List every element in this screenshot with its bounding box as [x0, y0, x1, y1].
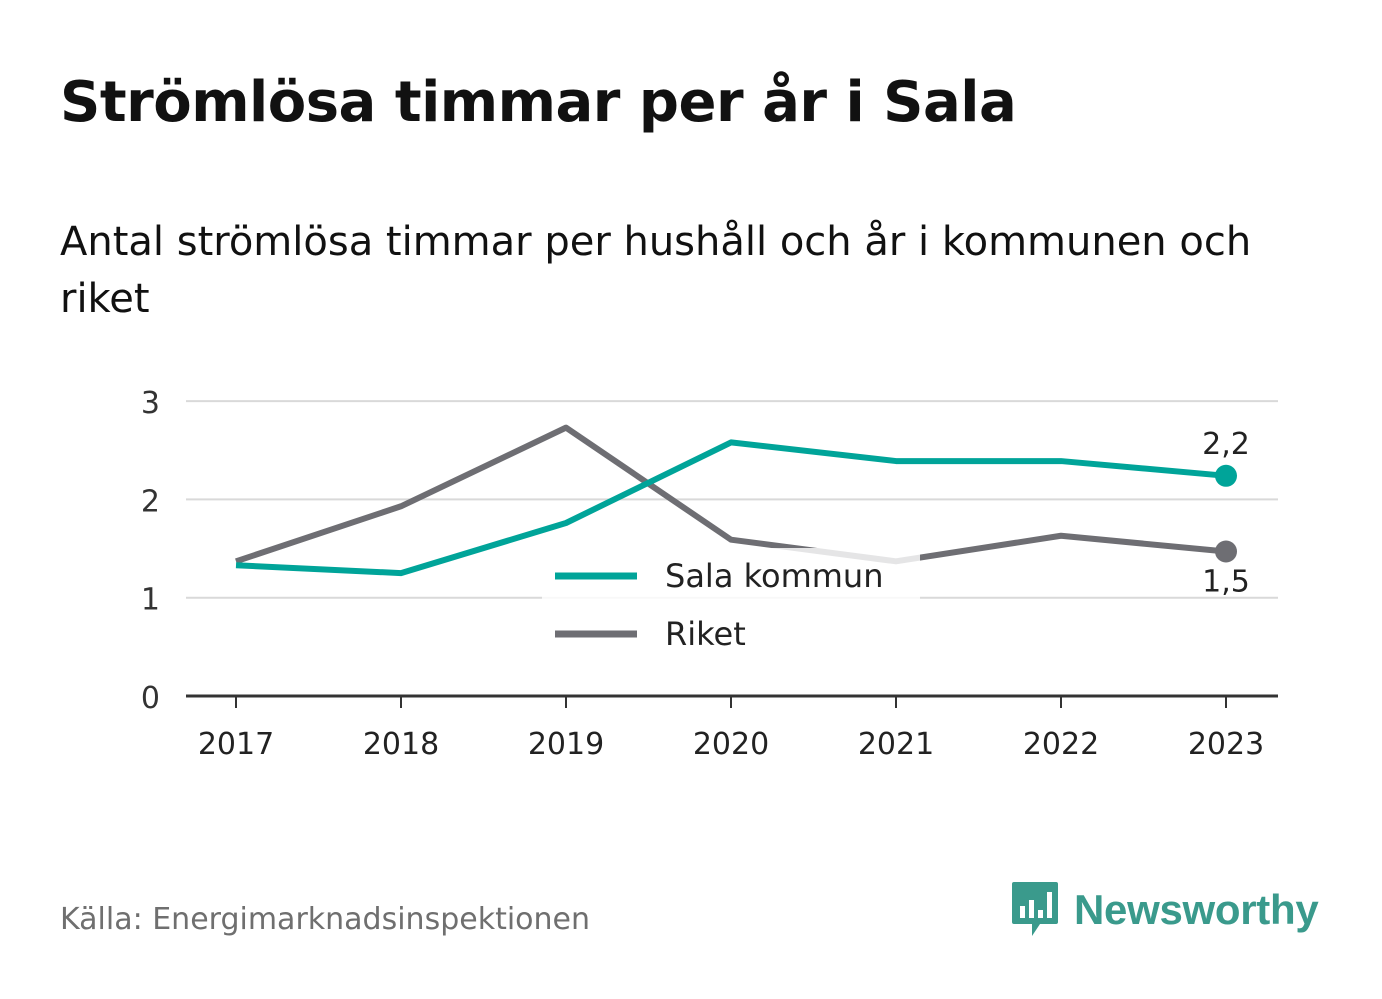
legend-label-riket: Riket — [665, 615, 746, 653]
legend: Sala kommun Riket — [542, 548, 920, 662]
y-tick-label: 3 — [141, 386, 160, 421]
x-tick-label: 2021 — [858, 727, 934, 762]
end-label-riket: 1,5 — [1202, 564, 1250, 599]
brand-logo[interactable]: Newsworthy — [1010, 880, 1319, 940]
x-tick-label: 2019 — [528, 727, 604, 762]
x-tick-label: 2020 — [693, 727, 769, 762]
brand-name: Newsworthy — [1074, 886, 1319, 933]
y-tick-label: 1 — [141, 583, 160, 618]
x-tick-label: 2018 — [363, 727, 439, 762]
source-note: Källa: Energimarknadsinspektionen — [60, 902, 591, 937]
y-tick-label: 2 — [141, 484, 160, 519]
end-labels: 2,2 1,5 — [1202, 427, 1250, 600]
legend-background — [542, 548, 920, 662]
chart-title: Strömlösa timmar per år i Sala — [60, 70, 1017, 135]
chart-subtitle: Antal strömlösa timmar per hushåll och å… — [60, 219, 1252, 322]
x-tick-label: 2022 — [1023, 727, 1099, 762]
y-tick-label: 0 — [141, 681, 160, 716]
end-label-sala-kommun: 2,2 — [1202, 427, 1250, 462]
newsworthy-logo-icon — [1012, 882, 1058, 936]
legend-label-sala-kommun: Sala kommun — [665, 557, 883, 595]
x-tick-label: 2017 — [198, 727, 274, 762]
series-line-sala-kommun — [235, 439, 1227, 577]
end-point-riket — [1215, 540, 1237, 563]
end-point-sala-kommun — [1215, 464, 1237, 487]
x-tick-label: 2023 — [1188, 727, 1264, 762]
series-lines — [235, 424, 1237, 577]
x-axis-ticks: 2017 2018 2019 2020 2021 2022 2023 — [198, 696, 1264, 762]
y-axis-ticks: 0 1 2 3 — [141, 386, 160, 716]
series-line-riket — [235, 424, 1227, 565]
